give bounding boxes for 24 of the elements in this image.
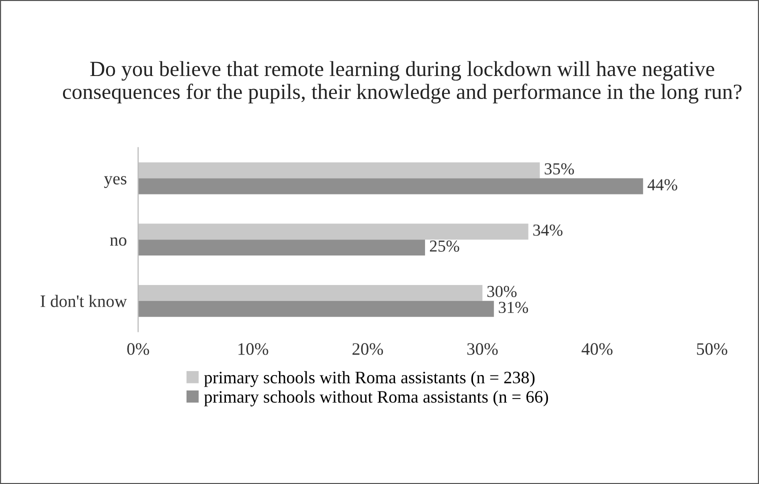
data-label: 25% — [430, 240, 460, 252]
bar — [138, 300, 494, 317]
legend-label: primary schools without Roma assistants (n = 66) — [204, 390, 548, 406]
y-tick-label: no — [110, 237, 126, 246]
bar — [138, 224, 528, 240]
x-tick-label: 10% — [238, 343, 268, 355]
y-tick-label: I don't know — [40, 294, 127, 308]
x-tick-label: 40% — [582, 343, 612, 355]
bar — [138, 284, 482, 301]
x-tick-label: 0% — [127, 343, 150, 355]
bar — [138, 240, 426, 256]
data-label: 31% — [498, 302, 528, 314]
data-label: 34% — [533, 224, 562, 236]
legend-label: primary schools with Roma assistants (n = 238) — [204, 371, 535, 387]
chart-title: Do you believe that remote learning during lockdown will have negative consequences for the pupils, their knowledge and performance in the long run? — [62, 61, 742, 104]
data-label: 30% — [487, 286, 517, 298]
x-tick-label: 20% — [352, 343, 383, 355]
data-label: 44% — [648, 179, 678, 190]
data-label: 35% — [544, 163, 574, 175]
bar — [138, 178, 644, 194]
x-tick-label: 30% — [467, 343, 498, 355]
x-tick-label: 50% — [697, 343, 728, 355]
y-tick-label: yes — [104, 176, 126, 188]
bar — [138, 162, 540, 178]
